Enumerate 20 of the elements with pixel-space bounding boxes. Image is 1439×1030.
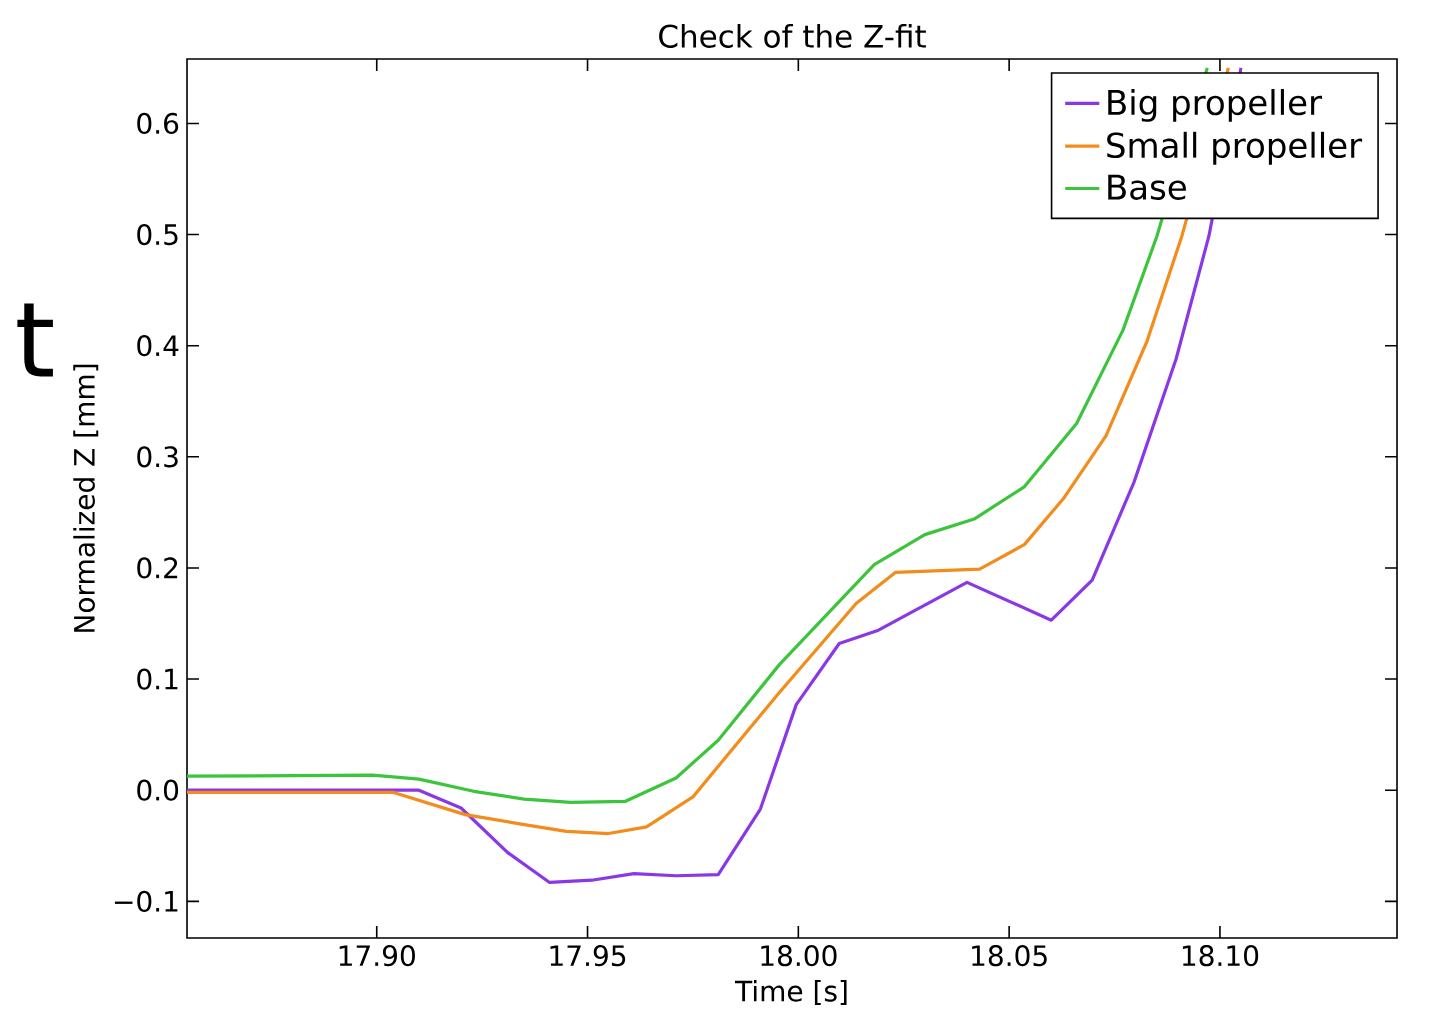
x-axis-title: Time [s] bbox=[734, 979, 847, 1005]
legend-label: Big propeller bbox=[1108, 88, 1323, 122]
y-tick-label: 0.1 bbox=[137, 668, 178, 690]
y-tick-label: 0.2 bbox=[137, 557, 178, 579]
y-tick-label: 0.3 bbox=[137, 446, 178, 468]
legend-label: Base bbox=[1108, 174, 1186, 200]
x-tick-label: 18.00 bbox=[761, 945, 837, 967]
x-tick-label: 18.05 bbox=[972, 945, 1047, 967]
y-tick-label: 0.4 bbox=[137, 335, 179, 357]
y-tick-label: 0.6 bbox=[137, 112, 179, 135]
x-tick-label: 17.95 bbox=[550, 945, 626, 967]
x-tick-label: 17.90 bbox=[339, 945, 415, 967]
y-tick-label: 0.0 bbox=[137, 779, 179, 801]
x-tick-label: 18.10 bbox=[1182, 945, 1259, 967]
legend-label: Small propeller bbox=[1107, 131, 1363, 165]
y-tick-label: 0.5 bbox=[137, 223, 178, 246]
chart-title: Check of the Z-fit bbox=[659, 23, 926, 48]
y-axis-title: Normalized Z [mm] bbox=[73, 364, 99, 632]
y-tick-label: −0.1 bbox=[114, 890, 178, 912]
text: t bbox=[17, 303, 53, 377]
